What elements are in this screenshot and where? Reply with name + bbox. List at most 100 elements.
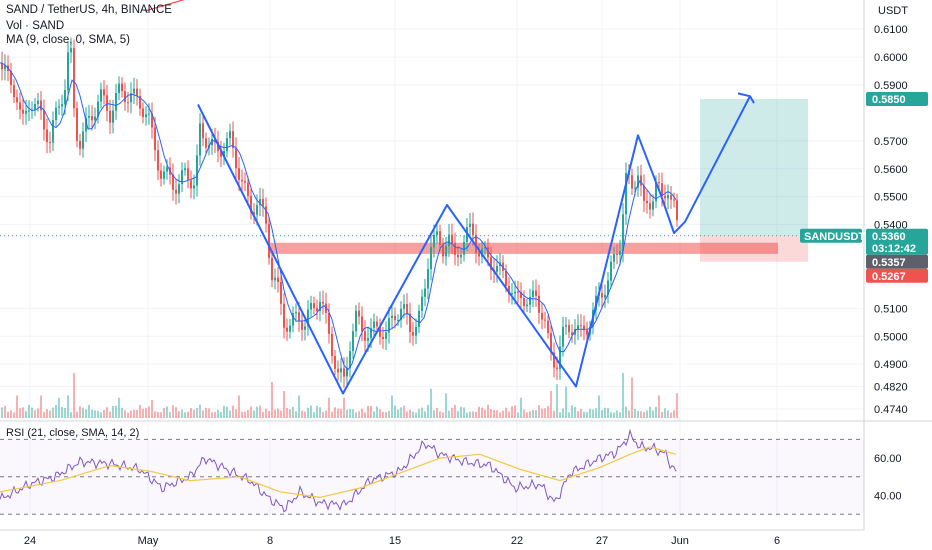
candle-body — [580, 325, 582, 327]
candle — [601, 282, 603, 309]
volume-bar — [220, 412, 222, 418]
volume-bar — [115, 405, 117, 418]
date-tick-label: 15 — [389, 535, 401, 547]
volume-bar — [175, 407, 177, 418]
candle — [559, 335, 561, 380]
volume-bar — [547, 405, 549, 418]
candle-body — [565, 325, 567, 327]
volume-bar — [406, 411, 408, 418]
candle-body — [514, 291, 516, 294]
volume-bar — [40, 395, 42, 418]
candle-body — [55, 107, 57, 121]
candle-body — [400, 308, 402, 321]
candle-body — [280, 282, 282, 304]
symbol-tag-bg — [800, 228, 862, 243]
candle — [124, 82, 126, 111]
candle — [385, 321, 387, 350]
candle — [358, 302, 360, 325]
candle-body — [106, 95, 108, 111]
volume-bar — [196, 408, 198, 418]
volume-bar — [103, 410, 105, 418]
volume-bar — [352, 409, 354, 418]
volume-bar — [655, 406, 657, 418]
position-zones[interactable] — [0, 98, 864, 262]
candle — [649, 194, 651, 219]
candle — [109, 99, 111, 134]
volume-bar — [304, 411, 306, 418]
volume-bar — [469, 411, 471, 418]
ma-legend[interactable]: MA (9, close, 0, SMA, 5) — [6, 34, 130, 46]
candle — [643, 174, 645, 213]
volume-bar — [298, 395, 300, 418]
volume-bar — [193, 409, 195, 418]
last-price-tag-bg — [866, 228, 928, 255]
volume-bar — [133, 409, 135, 418]
volume-legend[interactable]: Vol · SAND — [6, 20, 65, 32]
volume-bar — [517, 412, 519, 418]
candle — [190, 170, 192, 199]
candle-body — [625, 172, 627, 215]
volume-bar — [10, 410, 12, 418]
candle-body — [478, 252, 480, 257]
target-price-tag-text: 0.5850 — [872, 94, 906, 106]
date-tick-label: 27 — [596, 535, 608, 547]
candle-body — [253, 212, 255, 215]
candle — [181, 162, 183, 193]
volume-bar — [91, 409, 93, 418]
symbol-legend[interactable]: SAND / TetherUS, 4h, BINANCE — [6, 4, 172, 16]
candle — [340, 358, 342, 383]
candle-body — [298, 312, 300, 322]
currency-label: USDT — [878, 5, 908, 17]
volume-bar — [493, 410, 495, 418]
drawn-pattern[interactable] — [144, 0, 755, 395]
candle — [184, 162, 186, 176]
candle-body — [622, 214, 624, 252]
price-tick-label: 0.6100 — [874, 24, 908, 36]
candle — [616, 244, 618, 265]
candle — [34, 98, 36, 116]
rsi-ma-line — [0, 446, 677, 499]
candle — [121, 77, 123, 98]
rsi-line — [0, 428, 677, 513]
target-price-tag-bg — [866, 91, 928, 106]
candle-body — [127, 102, 129, 104]
volume-bar — [490, 409, 492, 418]
candle-body — [385, 332, 387, 340]
candle — [286, 318, 288, 341]
candle-body — [475, 234, 477, 253]
volume-bar — [556, 384, 558, 418]
candle-body — [406, 304, 408, 314]
volume-bar — [238, 395, 240, 418]
volume-bar — [484, 409, 486, 418]
candle — [313, 296, 315, 315]
volume-bar — [139, 404, 141, 418]
candle-body — [94, 116, 96, 121]
candle-body — [271, 257, 273, 281]
price-tick-label: 0.5400 — [874, 220, 908, 232]
volume-bar — [178, 411, 180, 418]
volume-bar — [136, 409, 138, 418]
volume-bar — [121, 407, 123, 418]
volume-bar — [148, 406, 150, 418]
candle — [400, 301, 402, 328]
volume-bar — [580, 408, 582, 418]
candle-body — [562, 326, 564, 347]
target-price-tag: 0.5850 — [866, 91, 928, 106]
grid — [0, 0, 932, 531]
rsi-legend[interactable]: RSI (21, close, SMA, 14, 2) — [6, 427, 140, 439]
volume-bar — [295, 411, 297, 418]
candle — [196, 144, 198, 197]
volume-bar — [385, 412, 387, 418]
volume-bar — [613, 412, 615, 418]
candle-body — [166, 167, 168, 172]
candle-body — [652, 201, 654, 210]
candle-body — [637, 175, 639, 188]
candle-body — [430, 247, 432, 270]
candle — [352, 323, 354, 359]
candle-body — [256, 205, 258, 215]
candle-body — [616, 253, 618, 255]
candle — [526, 298, 528, 313]
candle — [457, 245, 459, 267]
candle-body — [91, 116, 93, 121]
